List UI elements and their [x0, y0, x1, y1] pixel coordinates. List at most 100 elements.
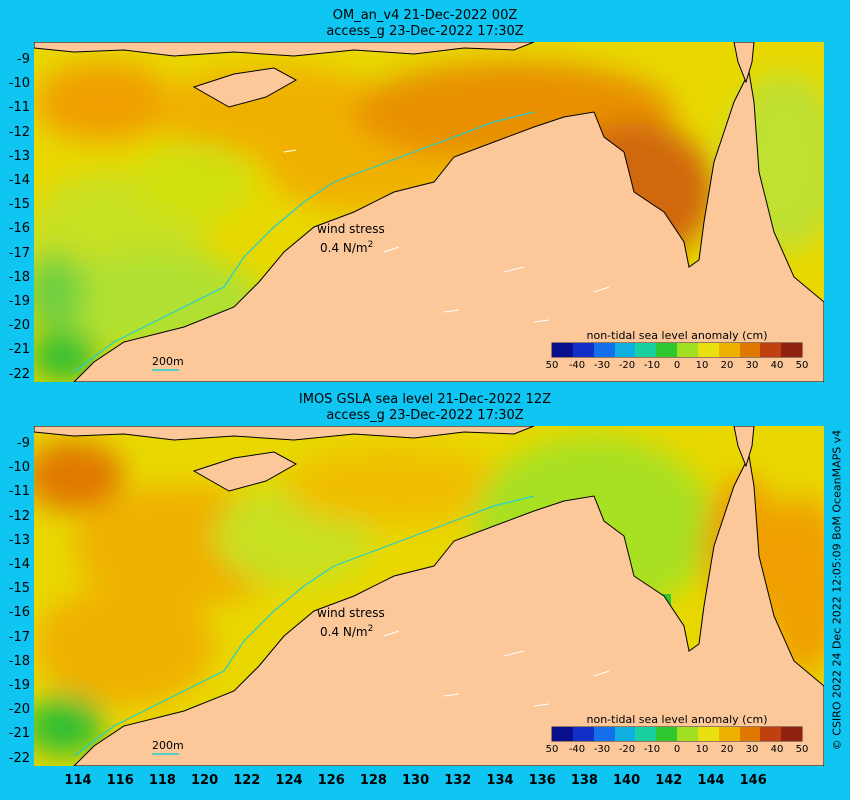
panel2-australia-land	[73, 454, 824, 766]
x-tick-label: 130	[402, 773, 430, 788]
y-tick-label: -13	[8, 532, 30, 548]
panel2-title-line2: access_g 23-Dec-2022 17:30Z	[326, 408, 524, 423]
y-tick-label: -10	[8, 76, 30, 92]
panel2-wind-label: wind stress	[317, 606, 385, 620]
y-tick-label: -12	[8, 124, 30, 140]
colorbar-bin	[718, 343, 740, 357]
x-tick-label: 146	[739, 773, 767, 788]
y-tick-label: -11	[8, 100, 30, 116]
panel1-timor-island	[192, 67, 298, 108]
y-tick-label: -21	[8, 726, 30, 742]
colorbar-bin	[781, 343, 803, 357]
y-tick-label: -18	[8, 269, 30, 285]
panel2-map[interactable]: wind stress 0.4 N/m2 200m non-tidal sea …	[34, 426, 824, 766]
panel2-cape-york	[733, 426, 755, 468]
colorbar-tick-label: 50	[545, 744, 559, 755]
colorbar-bin	[760, 727, 782, 741]
y-tick-label: -16	[8, 221, 30, 237]
panel2-timor-island	[192, 451, 298, 492]
colorbar-tick-label: 10	[695, 744, 709, 755]
panel1-wind-value: 0.4 N/m2	[320, 240, 374, 255]
panel2-depth-label: 200m	[152, 739, 184, 752]
x-tick-label: 128	[359, 773, 387, 788]
colorbar-bin	[635, 343, 657, 357]
x-tick-label: 134	[486, 773, 514, 788]
colorbar-tick-label: 50	[545, 360, 559, 371]
colorbar-tick-label: 40	[770, 744, 784, 755]
x-tick-label: 114	[64, 773, 92, 788]
y-tick-label: -17	[8, 245, 30, 261]
colorbar-bin	[718, 727, 740, 741]
panel2-title-line1: IMOS GSLA sea level 21-Dec-2022 12Z	[298, 392, 552, 407]
panel1-depth-label: 200m	[152, 355, 184, 368]
y-tick-label: -12	[8, 508, 30, 524]
panel2-wind-arrows	[383, 630, 610, 707]
y-tick-label: -16	[8, 605, 30, 621]
x-tick-label: 132	[444, 773, 472, 788]
colorbar-bin	[614, 343, 636, 357]
colorbar-bin	[593, 343, 615, 357]
y-tick-label: -11	[8, 484, 30, 500]
colorbar-bin	[656, 343, 678, 357]
colorbar-tick-label: 20	[720, 744, 734, 755]
y-tick-label: -18	[8, 653, 30, 669]
x-tick-label: 142	[655, 773, 683, 788]
colorbar-tick-label: 30	[745, 744, 759, 755]
y-tick-label: -13	[8, 148, 30, 164]
y-tick-label: -15	[8, 581, 30, 597]
y-tick-label: -9	[17, 52, 30, 67]
x-tick-label: 136	[528, 773, 556, 788]
y-tick-label: -14	[8, 173, 30, 188]
y-tick-label: -14	[8, 557, 30, 572]
colorbar-tick-label: 10	[695, 360, 709, 371]
colorbar-bin	[635, 727, 657, 741]
colorbar-tick-label: -10	[643, 360, 661, 371]
panel2-northern-islands	[34, 426, 535, 441]
colorbar-tick-label: 40	[770, 360, 784, 371]
colorbar-tick-label: -20	[618, 360, 636, 371]
y-tick-label: -20	[8, 318, 30, 334]
colorbar-bin	[614, 727, 636, 741]
colorbar-tick-label: 50	[795, 744, 809, 755]
x-tick-label: 144	[697, 773, 725, 788]
y-tick-label: -15	[8, 197, 30, 213]
panel1-map-svg	[34, 42, 824, 382]
x-tick-label: 118	[148, 773, 176, 788]
colorbar-bin	[781, 727, 803, 741]
credit-text: © CSIRO 2022 24 Dec 2022 12:05:09 BoM Oc…	[830, 429, 844, 751]
panel1-title-line2: access_g 23-Dec-2022 17:30Z	[326, 24, 524, 39]
colorbar-bin	[697, 727, 720, 741]
y-tick-label: -22	[8, 366, 30, 382]
colorbar-tick-label: -40	[568, 744, 586, 755]
colorbar-bin	[656, 727, 678, 741]
colorbar-tick-label: -40	[568, 360, 586, 371]
y-tick-label: -19	[8, 678, 30, 693]
panel1-australia-land	[73, 70, 824, 382]
panel1-northern-islands	[34, 42, 535, 57]
colorbar-bin	[697, 343, 720, 357]
colorbar-tick-label: 50	[795, 360, 809, 371]
x-tick-label: 140	[613, 773, 641, 788]
colorbar-tick-label: 20	[720, 360, 734, 371]
x-tick-label: 138	[570, 773, 598, 788]
colorbar-bin	[739, 727, 761, 741]
x-tick-label: 126	[317, 773, 345, 788]
x-tick-label: 122	[233, 773, 261, 788]
colorbar-bin	[593, 727, 615, 741]
colorbar-tick-label: -30	[593, 360, 611, 371]
panel1-map[interactable]: wind stress 0.4 N/m2 200m non-tidal sea …	[34, 42, 824, 382]
panel1-legend-title: non-tidal sea level anomaly (cm)	[586, 329, 768, 342]
y-tick-label: -17	[8, 629, 30, 645]
colorbar-bin	[572, 343, 595, 357]
colorbar-bin	[677, 343, 699, 357]
y-tick-label: -19	[8, 294, 30, 309]
panel2-legend-title: non-tidal sea level anomaly (cm)	[586, 713, 768, 726]
panel2-shelf-contour	[73, 495, 535, 757]
y-tick-label: -9	[17, 436, 30, 451]
colorbar-tick-label: 0	[673, 360, 681, 371]
colorbar-bin	[552, 727, 574, 741]
colorbar-tick-label: -10	[643, 744, 661, 755]
y-tick-label: -22	[8, 750, 30, 766]
x-tick-label: 124	[275, 773, 303, 788]
panel1-shelf-contour	[73, 111, 535, 373]
